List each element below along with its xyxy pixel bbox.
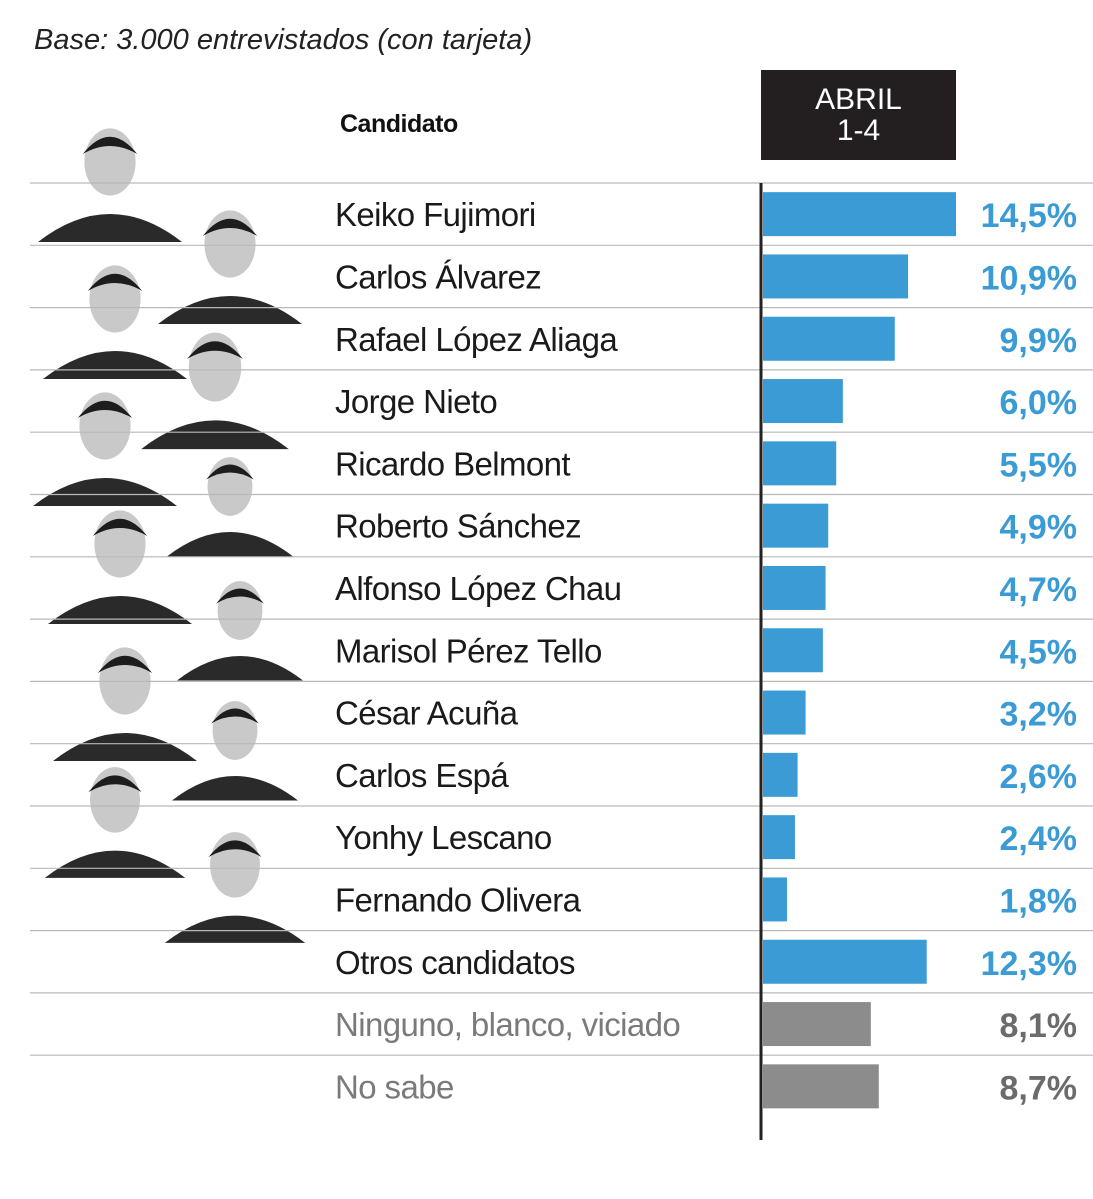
bar [763, 192, 956, 237]
category-label: Otros candidatos [335, 944, 575, 981]
category-label: Fernando Olivera [335, 881, 582, 918]
bar [763, 441, 837, 486]
category-label: Rafael López Aliaga [335, 321, 618, 358]
value-label: 14,5% [981, 197, 1077, 235]
value-label: 4,9% [1000, 509, 1078, 547]
value-label: 8,7% [1000, 1069, 1078, 1107]
category-label: Roberto Sánchez [335, 508, 581, 545]
value-label: 6,0% [1000, 384, 1078, 422]
category-label: Yonhy Lescano [335, 819, 552, 856]
value-label: 8,1% [1000, 1007, 1078, 1045]
value-label: 4,7% [1000, 571, 1078, 609]
candidate-photo [177, 581, 303, 681]
value-label: 3,2% [1000, 696, 1078, 734]
candidate-column-header: Candidato [340, 110, 458, 138]
value-label: 1,8% [1000, 882, 1078, 920]
bar [763, 379, 843, 424]
category-label: Ninguno, blanco, viciado [335, 1006, 680, 1043]
candidate-photo [48, 510, 192, 624]
candidate-photo [33, 392, 177, 506]
period-days: 1-4 [836, 114, 881, 147]
period-header: ABRIL 1-4 [761, 70, 956, 160]
candidate-photo [167, 457, 293, 557]
value-label: 2,4% [1000, 820, 1078, 858]
category-label: No sabe [335, 1068, 454, 1105]
candidate-photo [164, 832, 306, 943]
candidate-photo [172, 701, 298, 801]
bar [763, 565, 826, 610]
value-label: 5,5% [1000, 446, 1078, 484]
bar [763, 690, 806, 735]
category-label: César Acuña [335, 695, 519, 732]
category-label: Marisol Pérez Tello [335, 632, 602, 669]
bar [763, 877, 787, 922]
bar [763, 815, 795, 860]
category-label: Carlos Álvarez [335, 258, 541, 295]
chart-subtitle: Base: 3.000 entrevistados (con tarjeta) [34, 24, 533, 56]
value-label: 9,9% [1000, 322, 1078, 360]
bar [763, 503, 829, 548]
candidate-photo [38, 128, 182, 242]
value-label: 4,5% [1000, 633, 1078, 671]
period-month: ABRIL [815, 83, 902, 116]
bar [763, 752, 798, 797]
bar [763, 628, 823, 673]
value-label: 10,9% [981, 259, 1077, 297]
bar [763, 939, 927, 984]
category-label: Jorge Nieto [335, 383, 497, 420]
category-label: Alfonso López Chau [335, 570, 621, 607]
bar [763, 1002, 871, 1047]
value-label: 12,3% [981, 945, 1077, 983]
value-label: 2,6% [1000, 758, 1078, 796]
candidate-photo [44, 767, 186, 878]
bar [763, 316, 895, 361]
category-label: Keiko Fujimori [335, 196, 536, 233]
category-label: Ricardo Belmont [335, 445, 570, 482]
candidate-photo [43, 265, 187, 379]
category-label: Carlos Espá [335, 757, 509, 794]
bar [763, 1064, 879, 1109]
bar [763, 254, 909, 299]
candidate-photo [158, 210, 302, 324]
candidate-photo [141, 332, 289, 450]
